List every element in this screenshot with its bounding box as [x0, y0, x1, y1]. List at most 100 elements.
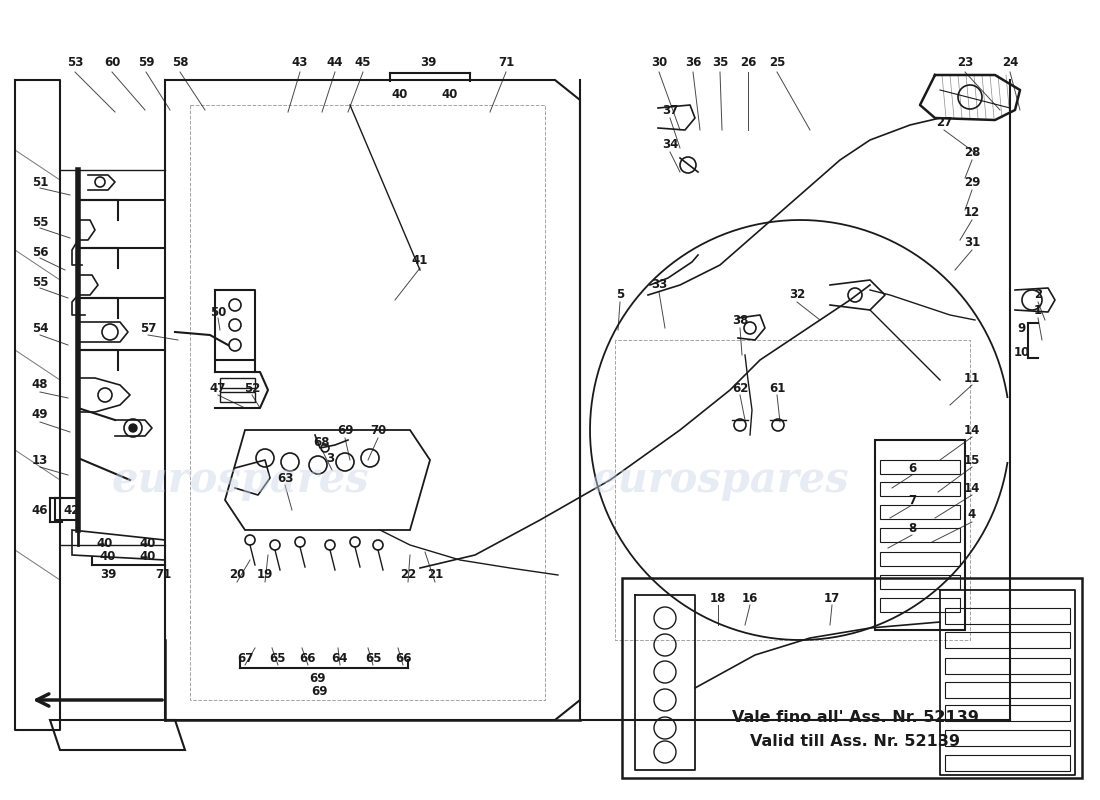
Text: 40: 40 — [392, 88, 408, 101]
Text: 64: 64 — [332, 651, 349, 665]
Bar — [945, 705, 1070, 721]
Text: 50: 50 — [210, 306, 227, 318]
Text: 7: 7 — [908, 494, 916, 506]
Text: 24: 24 — [1002, 55, 1019, 69]
Text: 21: 21 — [427, 569, 443, 582]
Text: 40: 40 — [140, 537, 156, 550]
Text: 42: 42 — [64, 503, 80, 517]
Circle shape — [129, 424, 138, 432]
Bar — [880, 505, 960, 519]
Text: 60: 60 — [103, 55, 120, 69]
Text: 14: 14 — [964, 482, 980, 494]
Bar — [874, 440, 965, 630]
Text: 55: 55 — [32, 275, 48, 289]
Text: 3: 3 — [326, 451, 334, 465]
Bar — [880, 575, 960, 589]
Text: 54: 54 — [32, 322, 48, 334]
Bar — [945, 755, 1070, 771]
Text: 12: 12 — [964, 206, 980, 219]
Text: 1: 1 — [1034, 303, 1042, 317]
Text: 56: 56 — [32, 246, 48, 258]
Text: eurospares: eurospares — [111, 459, 369, 501]
Bar — [880, 460, 960, 474]
Text: 40: 40 — [97, 537, 113, 550]
Text: 49: 49 — [32, 409, 48, 422]
Text: 46: 46 — [32, 503, 48, 517]
Bar — [880, 482, 960, 496]
Bar — [880, 528, 960, 542]
Text: 4: 4 — [968, 509, 976, 522]
Text: Valid till Ass. Nr. 52139: Valid till Ass. Nr. 52139 — [750, 734, 960, 750]
Text: 31: 31 — [964, 237, 980, 250]
Bar — [220, 378, 255, 388]
Text: 29: 29 — [964, 177, 980, 190]
Text: 28: 28 — [964, 146, 980, 158]
Text: 13: 13 — [32, 454, 48, 466]
Bar — [945, 658, 1070, 674]
Text: 15: 15 — [964, 454, 980, 466]
Text: Vale fino all' Ass. Nr. 52139: Vale fino all' Ass. Nr. 52139 — [732, 710, 978, 726]
Text: 18: 18 — [710, 591, 726, 605]
Text: 59: 59 — [138, 55, 154, 69]
Text: 17: 17 — [824, 591, 840, 605]
Text: 38: 38 — [732, 314, 748, 326]
Text: 45: 45 — [354, 55, 372, 69]
Text: 16: 16 — [741, 591, 758, 605]
Text: 35: 35 — [712, 55, 728, 69]
Text: 32: 32 — [789, 289, 805, 302]
Text: 22: 22 — [400, 569, 416, 582]
Text: 33: 33 — [651, 278, 667, 291]
Text: 25: 25 — [769, 55, 785, 69]
Text: 2: 2 — [1034, 289, 1042, 302]
Text: 20: 20 — [229, 569, 245, 582]
Text: 11: 11 — [964, 371, 980, 385]
Text: 39: 39 — [420, 55, 437, 69]
Text: 66: 66 — [395, 651, 411, 665]
Text: 63: 63 — [277, 471, 294, 485]
Text: 62: 62 — [732, 382, 748, 394]
Text: 30: 30 — [651, 55, 667, 69]
Text: 40: 40 — [140, 550, 156, 562]
Text: 51: 51 — [32, 175, 48, 189]
Text: 40: 40 — [442, 88, 459, 101]
Bar — [880, 552, 960, 566]
Text: 34: 34 — [662, 138, 679, 151]
Text: 8: 8 — [908, 522, 916, 534]
Text: 6: 6 — [908, 462, 916, 474]
Text: 57: 57 — [140, 322, 156, 334]
Text: 58: 58 — [172, 55, 188, 69]
Text: 68: 68 — [314, 435, 330, 449]
Text: 23: 23 — [957, 55, 974, 69]
Text: 70: 70 — [370, 423, 386, 437]
Text: 36: 36 — [685, 55, 701, 69]
Text: 55: 55 — [32, 215, 48, 229]
Bar — [945, 608, 1070, 624]
Bar — [945, 730, 1070, 746]
Text: 10: 10 — [1014, 346, 1030, 359]
Text: 52: 52 — [244, 382, 261, 394]
Text: 27: 27 — [936, 115, 953, 129]
Text: eurospares: eurospares — [591, 459, 849, 501]
Text: 43: 43 — [292, 55, 308, 69]
Text: 65: 65 — [365, 651, 382, 665]
Text: 40: 40 — [100, 550, 117, 562]
Text: 44: 44 — [327, 55, 343, 69]
Text: 71: 71 — [498, 55, 514, 69]
Text: 41: 41 — [411, 254, 428, 266]
Text: 69: 69 — [337, 423, 353, 437]
Text: 47: 47 — [210, 382, 227, 394]
Bar — [880, 598, 960, 612]
Text: 48: 48 — [32, 378, 48, 391]
Text: 65: 65 — [270, 651, 286, 665]
Bar — [945, 682, 1070, 698]
Text: 69: 69 — [311, 685, 328, 698]
Text: 37: 37 — [662, 103, 678, 117]
Text: 53: 53 — [67, 55, 84, 69]
Text: 69: 69 — [310, 671, 327, 685]
Text: 66: 66 — [299, 651, 317, 665]
Text: 9: 9 — [1018, 322, 1026, 334]
Bar — [945, 632, 1070, 648]
Bar — [220, 392, 255, 402]
Text: 67: 67 — [236, 651, 253, 665]
Text: 26: 26 — [740, 55, 756, 69]
